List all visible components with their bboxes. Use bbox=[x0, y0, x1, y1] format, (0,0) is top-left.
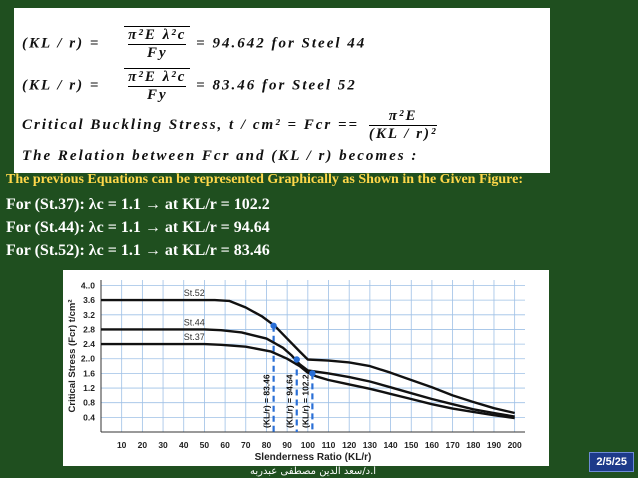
equation-kl-steel44: (KL / r) = π²E λ²c Fy = 94.642 for Steel… bbox=[22, 26, 366, 62]
y-tick-label: 1.2 bbox=[83, 383, 95, 393]
y-tick-label: 2.8 bbox=[83, 324, 95, 334]
eq1-denominator: Fy bbox=[146, 45, 168, 61]
y-axis-title: Critical Stress (Fcr) t/cm² bbox=[67, 300, 78, 413]
x-tick-label: 170 bbox=[446, 440, 460, 450]
x-tick-label: 130 bbox=[363, 440, 377, 450]
equations-panel: (KL / r) = π²E λ²c Fy = 94.642 for Steel… bbox=[14, 8, 550, 173]
series-line-st52 bbox=[101, 298, 515, 415]
eq3-denominator: (KL / r)² bbox=[368, 126, 438, 142]
eq2-denominator: Fy bbox=[146, 87, 168, 103]
eq1-rhs: = 94.642 for Steel 44 bbox=[196, 35, 367, 52]
series-line-st44 bbox=[101, 328, 515, 418]
marker-point bbox=[293, 356, 300, 363]
x-tick-label: 60 bbox=[220, 440, 230, 450]
eq3-numerator: π²E bbox=[368, 108, 438, 126]
y-tick-label: 3.2 bbox=[83, 310, 95, 320]
line-st37: For (St.37): λc = 1.1 → at KL/r = 102.2 bbox=[6, 196, 270, 213]
x-tick-label: 200 bbox=[508, 440, 522, 450]
series-line-st37 bbox=[101, 342, 515, 420]
marker-point bbox=[309, 370, 316, 377]
x-tick-label: 20 bbox=[138, 440, 148, 450]
x-tick-label: 50 bbox=[200, 440, 210, 450]
series-label-st37: St.37 bbox=[184, 332, 205, 342]
y-tick-label: 0.8 bbox=[83, 398, 95, 408]
x-tick-label: 120 bbox=[342, 440, 356, 450]
x-tick-label: 30 bbox=[158, 440, 168, 450]
author-name: أ.د/سعد الدين مصطفى عبدربه bbox=[250, 466, 377, 477]
eq3-lhs: Critical Buckling Stress, t / cm² = Fcr … bbox=[22, 116, 360, 133]
line-st44: For (St.44): λc = 1.1 → at KL/r = 94.64 bbox=[6, 219, 270, 236]
x-tick-label: 140 bbox=[383, 440, 397, 450]
x-tick-label: 150 bbox=[404, 440, 418, 450]
eq1-numerator: π²E λ²c bbox=[128, 27, 187, 45]
x-tick-label: 40 bbox=[179, 440, 189, 450]
y-tick-label: 2..0 bbox=[81, 354, 95, 364]
eq2-lhs: (KL / r) = bbox=[22, 77, 101, 94]
series-label-st52: St.52 bbox=[184, 288, 205, 298]
buckling-chart: 10 20 30 40 50 60 70 80 90 100 110 120 130 140 150 160 1… bbox=[67, 280, 525, 463]
chart-panel: 10 20 30 40 50 60 70 80 90 100 110 120 130 140 150 160 1… bbox=[63, 270, 549, 466]
x-tick-label: 80 bbox=[262, 440, 272, 450]
x-tick-label: 100 bbox=[301, 440, 315, 450]
eq2-numerator: π²E λ²c bbox=[128, 69, 187, 87]
marker-label: (KL/r) = 83.46 bbox=[262, 374, 272, 428]
x-tick-label: 190 bbox=[487, 440, 501, 450]
x-tick-label: 110 bbox=[322, 440, 336, 450]
y-tick-label: 0.4 bbox=[83, 412, 95, 422]
x-tick-label: 70 bbox=[241, 440, 251, 450]
marker-point bbox=[270, 322, 277, 329]
series-label-st44: St.44 bbox=[184, 317, 205, 327]
eq1-lhs: (KL / r) = bbox=[22, 35, 101, 52]
intro-text: The previous Equations can be represente… bbox=[6, 172, 524, 187]
y-tick-label: 2.4 bbox=[83, 339, 95, 349]
y-tick-label: 1.6 bbox=[83, 368, 95, 378]
page-number: 2/5/25 bbox=[589, 452, 634, 472]
x-tick-label: 160 bbox=[425, 440, 439, 450]
y-tick-label: 3.6 bbox=[83, 295, 95, 305]
line-st52: For (St.52): λc = 1.1 → at KL/r = 83.46 bbox=[6, 242, 270, 259]
equation-critical-stress: Critical Buckling Stress, t / cm² = Fcr … bbox=[22, 108, 441, 143]
x-axis-title: Slenderness Ratio (KL/r) bbox=[255, 452, 372, 463]
x-tick-label: 90 bbox=[282, 440, 292, 450]
eq2-rhs: = 83.46 for Steel 52 bbox=[196, 77, 357, 94]
marker-label: (KL/r) = 94.64 bbox=[285, 374, 295, 428]
marker-label: (KL/r) = 102.2 bbox=[300, 374, 310, 428]
y-tick-label: 4..0 bbox=[81, 280, 95, 290]
equation-kl-steel52: (KL / r) = π²E λ²c Fy = 83.46 for Steel … bbox=[22, 68, 357, 104]
x-tick-label: 180 bbox=[466, 440, 480, 450]
x-tick-label: 10 bbox=[117, 440, 127, 450]
relation-text: The Relation between Fcr and (KL / r) be… bbox=[22, 148, 419, 164]
